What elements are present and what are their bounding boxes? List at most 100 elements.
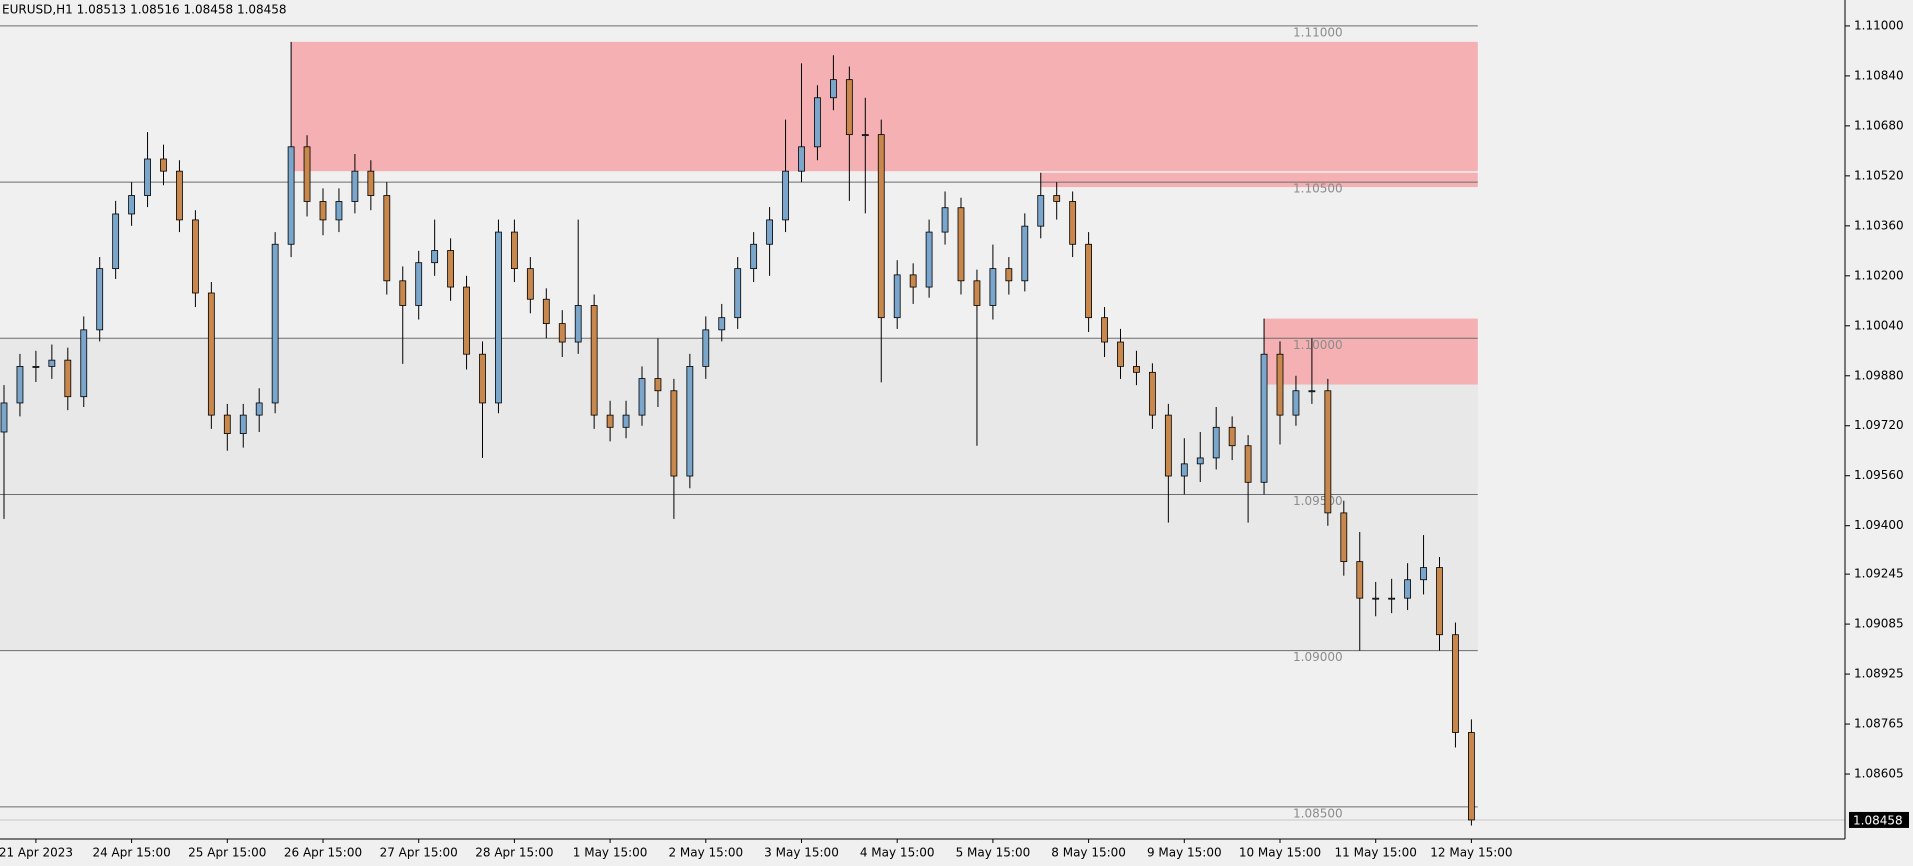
- candle-body: [1260, 353, 1268, 483]
- y-tick-label: 1.10520: [1854, 168, 1904, 182]
- candle-body: [48, 359, 56, 367]
- candle-body: [1436, 567, 1443, 636]
- candle-body: [351, 170, 359, 202]
- candle-body: [1053, 195, 1061, 202]
- current-price-label: 1.08458: [1853, 813, 1903, 827]
- x-tick-label: 10 May 15:00: [1239, 846, 1321, 860]
- candle-body: [574, 305, 582, 343]
- x-tick-label: 26 Apr 15:00: [284, 846, 362, 860]
- candle-body: [814, 97, 821, 148]
- y-tick-label: 1.10840: [1854, 68, 1904, 82]
- candle-body: [590, 305, 598, 416]
- candle-body: [1164, 414, 1172, 477]
- candle-body: [686, 365, 694, 477]
- x-tick-label: 27 Apr 15:00: [380, 846, 458, 860]
- chart-title: EURUSD,H1 1.08513 1.08516 1.08458 1.0845…: [2, 3, 287, 17]
- candle-body: [1149, 371, 1156, 416]
- candle-body: [1196, 457, 1204, 465]
- candle-body: [542, 298, 550, 325]
- y-tick-label: 1.09720: [1854, 418, 1904, 432]
- candle-body: [925, 231, 933, 288]
- current-price-box: [1849, 811, 1909, 828]
- x-tick-label: 5 May 15:00: [956, 846, 1031, 860]
- candle-body: [319, 201, 327, 221]
- x-tick-label: 2 May 15:00: [668, 846, 743, 860]
- candle-body: [1452, 634, 1459, 733]
- candle-body: [1356, 561, 1364, 599]
- candle-body: [718, 317, 726, 331]
- level-label: 1.10000: [1293, 338, 1343, 352]
- x-tick-label: 11 May 15:00: [1335, 846, 1417, 860]
- candle-body: [160, 158, 167, 172]
- candle-body: [64, 359, 72, 398]
- candle-body: [223, 414, 231, 434]
- candle-body: [782, 170, 789, 221]
- y-tick-label: 1.09880: [1854, 368, 1904, 382]
- candle-body: [973, 280, 981, 306]
- candle-body: [1228, 426, 1236, 447]
- y-tick-label: 1.10040: [1854, 318, 1904, 332]
- y-tick-label: 1.09400: [1854, 518, 1904, 532]
- candle-body: [32, 365, 40, 368]
- candle-body: [1420, 567, 1427, 581]
- level-label: 1.09500: [1293, 494, 1343, 508]
- candle-body: [176, 170, 183, 221]
- candle-body: [1005, 268, 1013, 282]
- candle-body: [1388, 597, 1396, 600]
- candle-body: [1308, 390, 1316, 393]
- candle-body: [335, 201, 343, 221]
- candle-body: [638, 378, 646, 416]
- candle-body: [798, 146, 805, 172]
- y-tick-label: 1.09085: [1854, 617, 1904, 631]
- candle-body: [1117, 341, 1124, 367]
- candle-body: [622, 414, 630, 428]
- candle-body: [287, 146, 295, 245]
- candle-body: [431, 250, 439, 264]
- y-tick-label: 1.08605: [1854, 767, 1904, 781]
- x-tick-label: 24 Apr 15:00: [92, 846, 170, 860]
- level-label: 1.08500: [1293, 806, 1343, 820]
- candle-body: [606, 414, 614, 428]
- candle-body: [1292, 390, 1300, 416]
- candle-body: [830, 79, 837, 99]
- candle-body: [112, 213, 120, 270]
- x-tick-label: 28 Apr 15:00: [475, 846, 553, 860]
- y-tick-label: 1.08925: [1854, 667, 1904, 681]
- candle-body: [1021, 225, 1029, 282]
- candle-body: [1372, 597, 1380, 600]
- supply-zone: [1040, 172, 1478, 188]
- candle-body: [845, 79, 853, 136]
- candle-body: [271, 243, 279, 404]
- candle-body: [383, 195, 391, 282]
- x-tick-label: 8 May 15:00: [1051, 846, 1126, 860]
- supply-zone: [1264, 318, 1478, 385]
- candle-body: [495, 231, 502, 404]
- candle-body: [893, 274, 901, 319]
- x-tick-label: 9 May 15:00: [1147, 846, 1222, 860]
- candle-body: [1085, 243, 1092, 319]
- candle-body: [750, 243, 758, 270]
- level-label: 1.09000: [1293, 650, 1343, 664]
- x-tick-label: 3 May 15:00: [764, 846, 839, 860]
- y-tick-label: 1.08765: [1854, 717, 1904, 731]
- candle-body: [1101, 317, 1108, 343]
- y-tick-label: 1.10680: [1854, 118, 1904, 132]
- candle-body: [367, 170, 375, 196]
- candle-body: [96, 268, 104, 331]
- candle-body: [255, 402, 263, 416]
- x-tick-label: 1 May 15:00: [573, 846, 648, 860]
- candle-body: [861, 134, 869, 137]
- x-tick-label: 25 Apr 15:00: [188, 846, 266, 860]
- candle-body: [399, 280, 407, 306]
- y-tick-label: 1.09560: [1854, 468, 1904, 482]
- candle-body: [1340, 512, 1348, 563]
- candle-body: [0, 402, 8, 433]
- candle-body: [16, 365, 24, 404]
- candle-body: [479, 353, 486, 404]
- candle-body: [766, 219, 773, 245]
- candle-body: [415, 262, 423, 306]
- candle-body: [80, 329, 88, 398]
- candle-body: [1180, 463, 1188, 477]
- candle-body: [191, 219, 199, 294]
